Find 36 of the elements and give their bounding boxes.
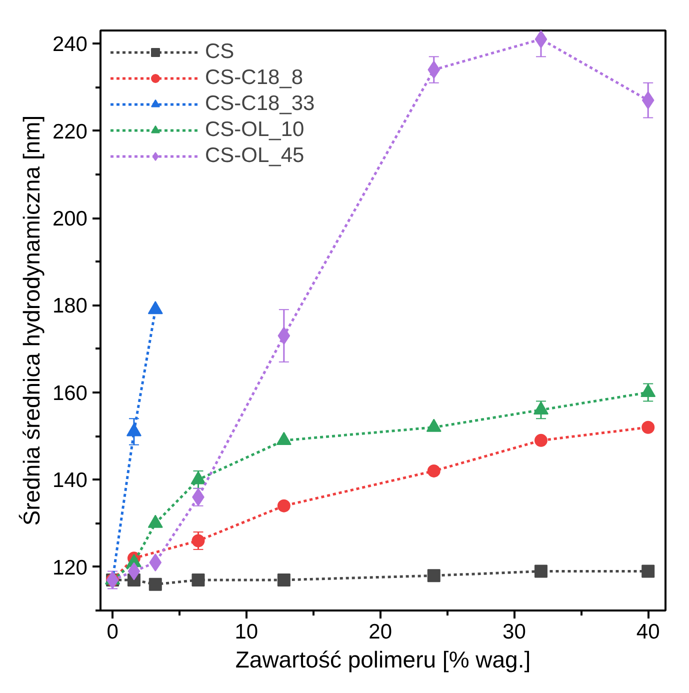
x-tick-label: 10 — [234, 620, 258, 644]
point — [534, 30, 548, 48]
legend-label: CS-C18_33 — [205, 92, 315, 116]
legend-label: CS-OL_10 — [205, 118, 304, 142]
x-tick-label: 30 — [502, 620, 526, 644]
x-tick-label: 40 — [636, 620, 660, 644]
y-tick-label: 120 — [52, 556, 88, 580]
point — [427, 569, 440, 582]
y-tick-label: 240 — [52, 33, 88, 56]
point — [278, 326, 290, 345]
point — [642, 91, 654, 110]
legend-label: CS — [205, 40, 234, 64]
point — [642, 564, 655, 578]
y-tick-label: 200 — [52, 208, 88, 231]
point — [428, 60, 440, 79]
point — [642, 420, 655, 434]
point — [277, 573, 290, 586]
point — [192, 534, 205, 548]
y-tick-label: 220 — [52, 120, 88, 144]
point — [277, 499, 290, 512]
point — [192, 573, 205, 586]
y-tick-label: 160 — [52, 382, 88, 405]
point — [148, 578, 162, 591]
legend-label: CS-C18_8 — [205, 66, 304, 90]
point — [534, 434, 548, 447]
point — [427, 464, 440, 478]
point — [149, 554, 162, 572]
y-axis-title: Średnia średnica hydrodynamiczna [nm] — [18, 115, 44, 526]
x-tick-label: 20 — [368, 620, 392, 644]
x-axis-title: Zawartość polimeru [% wag.] — [235, 646, 531, 672]
legend-label: CS-OL_45 — [205, 144, 304, 168]
point — [534, 564, 548, 578]
y-tick-label: 140 — [52, 469, 88, 492]
point — [128, 562, 140, 580]
y-tick-label: 180 — [52, 294, 88, 318]
x-tick-label: 0 — [106, 620, 118, 644]
